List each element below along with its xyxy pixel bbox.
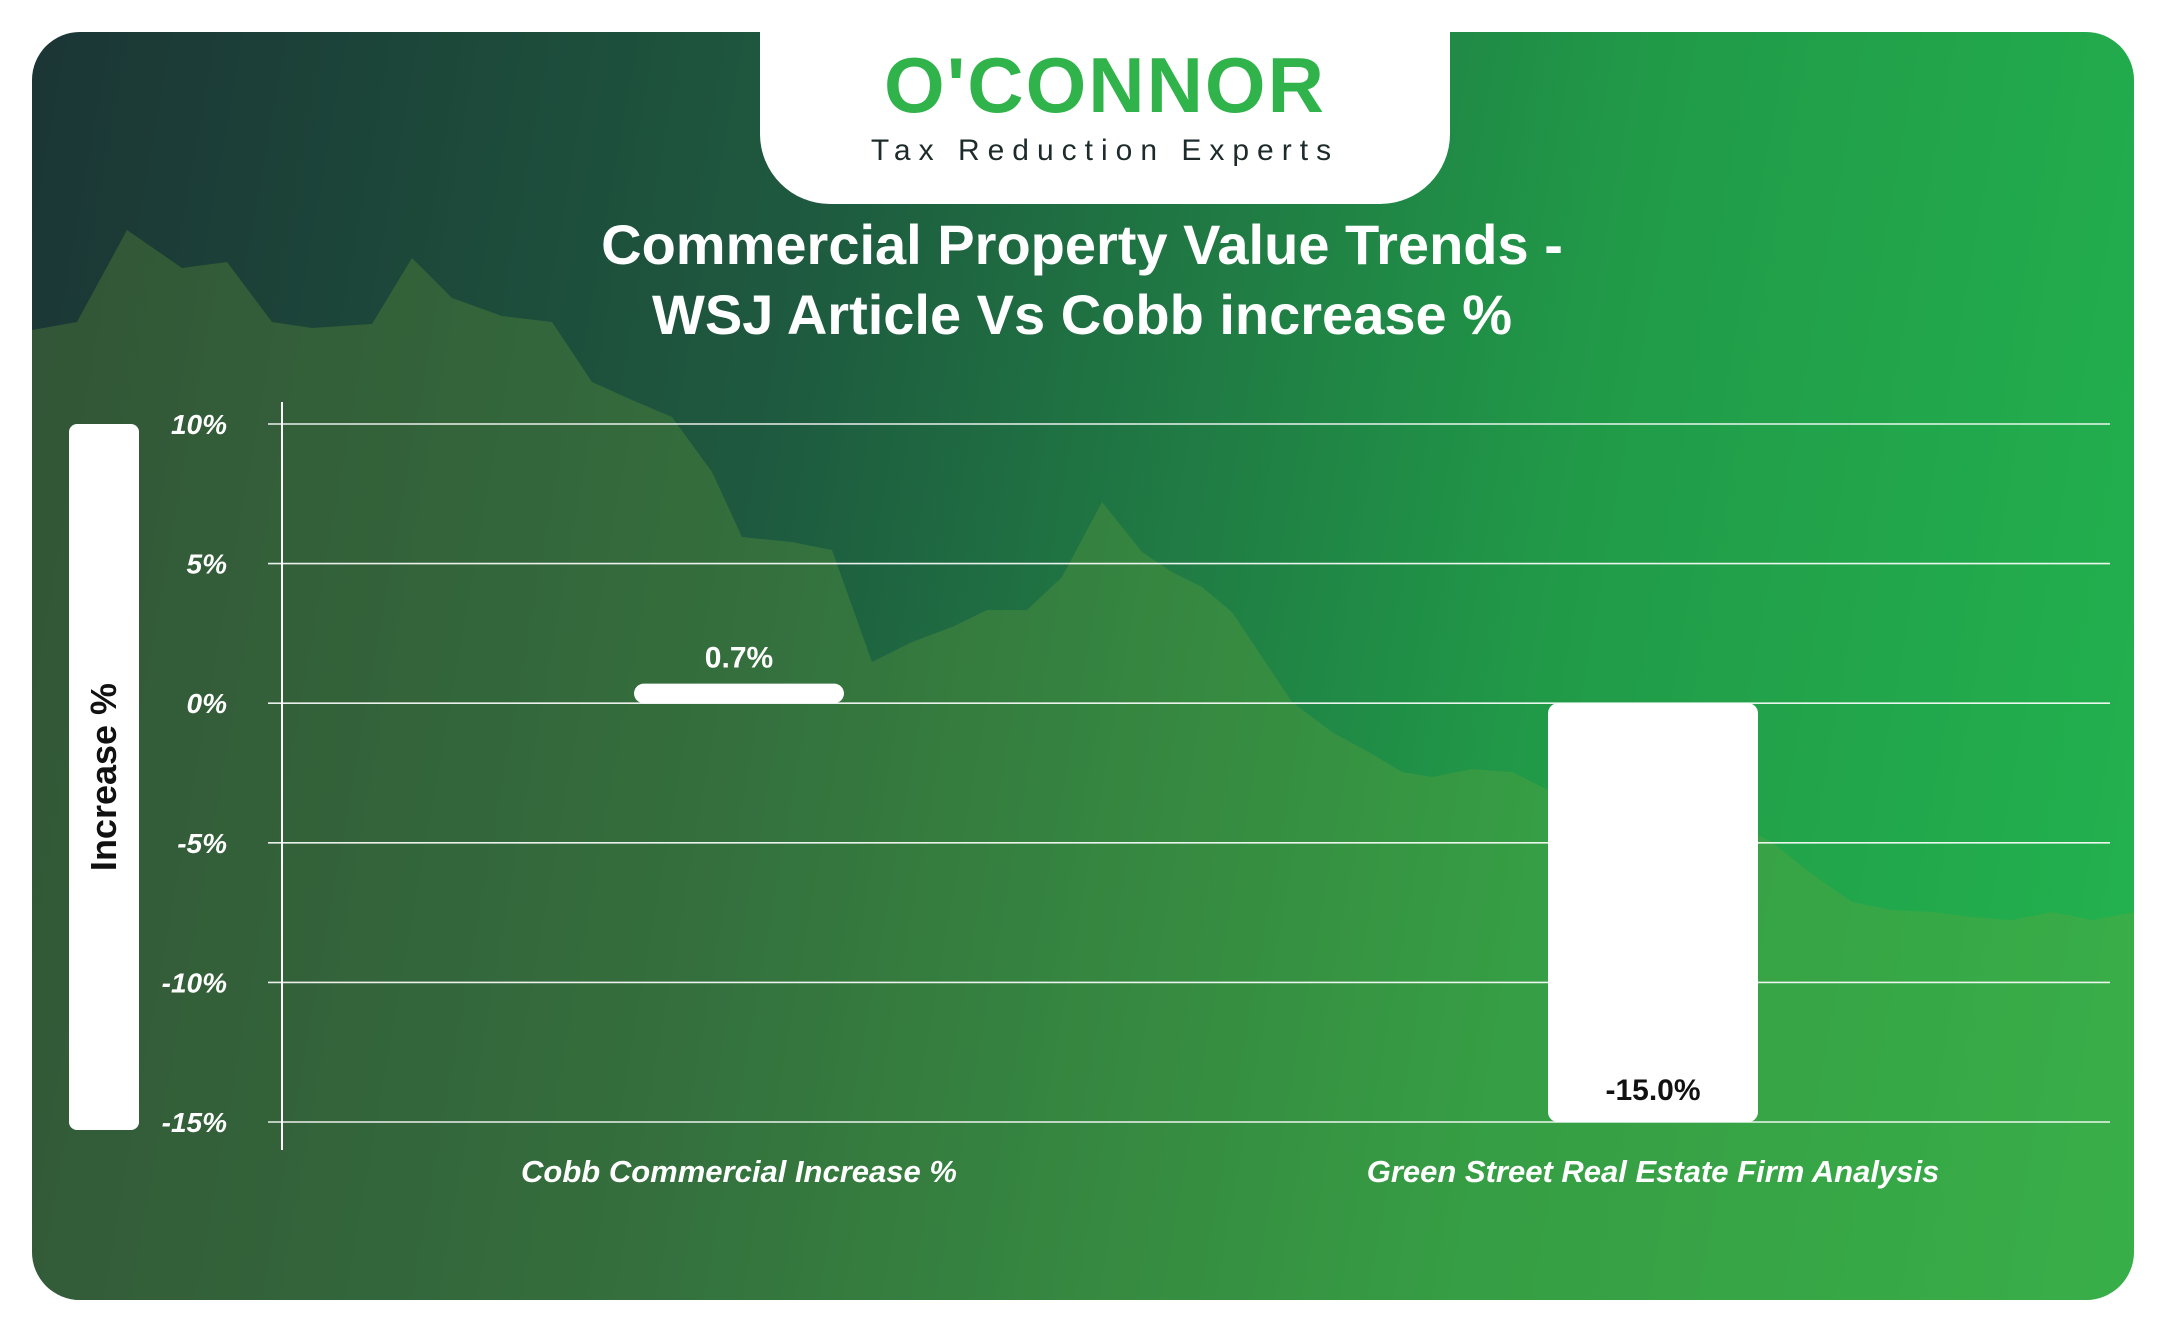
logo-tagline: Tax Reduction Experts: [870, 134, 1340, 167]
bar: [634, 683, 844, 704]
chart-title: Commercial Property Value Trends - WSJ A…: [432, 210, 1732, 350]
x-category-label: Cobb Commercial Increase %: [521, 1154, 957, 1189]
chart-title-line-2: WSJ Article Vs Cobb increase %: [652, 283, 1512, 346]
bar-chart-plot: 10% 5% 0% -5% -10% -15% 0.7% Cobb Commercial I…: [162, 402, 2110, 1189]
y-tick-label: -5%: [177, 828, 227, 859]
x-category-label: Green Street Real Estate Firm Analysis: [1367, 1154, 1940, 1189]
y-tick-label: 10%: [171, 409, 227, 440]
labels: 0.7% Cobb Commercial Increase % -15.0% Gree…: [521, 642, 1939, 1189]
logo-tab: O'CONNOR Tax Reduction Experts: [760, 32, 1450, 204]
chart-card: O'CONNOR Tax Reduction Experts Commercia…: [32, 32, 2134, 1300]
y-tick-label: -15%: [162, 1107, 227, 1138]
chart-title-line-1: Commercial Property Value Trends -: [601, 213, 1563, 276]
logo-wordmark: O'CONNOR: [884, 41, 1326, 129]
y-tick-label: 0%: [187, 688, 228, 719]
y-tick-label: 5%: [187, 549, 228, 580]
y-tick-label: -10%: [162, 967, 227, 998]
bars: [634, 683, 1758, 1122]
y-axis: 10% 5% 0% -5% -10% -15%: [162, 402, 283, 1150]
bar: [1548, 703, 1758, 1122]
gridlines: [268, 423, 2110, 1123]
bar-value-label: -15.0%: [1605, 1074, 1700, 1107]
bar-value-label: 0.7%: [705, 642, 773, 675]
y-axis-label-box: Increase %: [69, 424, 139, 1130]
